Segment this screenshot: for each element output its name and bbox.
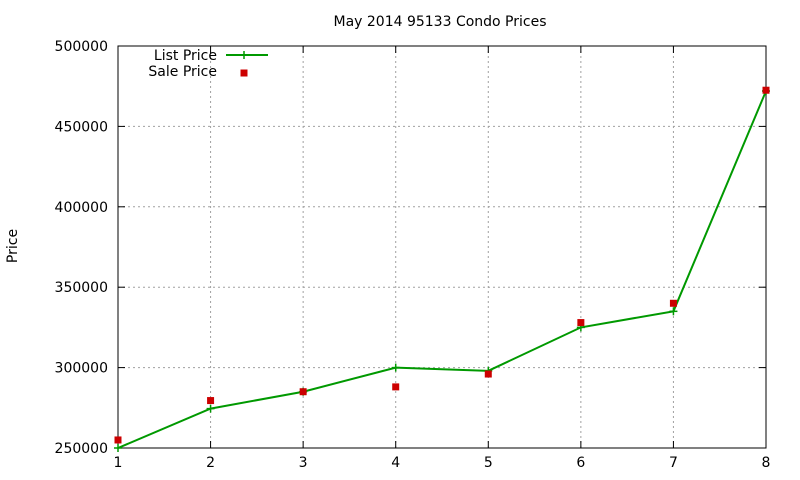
chart-title: May 2014 95133 Condo Prices [333,14,546,30]
y-tick-label: 300000 [55,361,108,377]
plot-series [114,86,770,452]
series-2-point [762,86,770,94]
x-tick-label: 5 [484,455,493,471]
legend-marker [240,51,248,59]
series-1-point [114,444,122,452]
series-2-point [669,299,677,307]
x-tick-label: 2 [206,455,215,471]
x-tick-label: 6 [576,455,585,471]
series-2-point [577,319,585,327]
series-2-point [484,370,492,378]
y-tick-label: 500000 [55,39,108,55]
y-tick-label: 250000 [55,441,108,457]
legend-entry: List Price [154,48,268,64]
plot-frame [117,45,767,449]
x-tick-label: 8 [762,455,771,471]
series-1-line [117,90,767,449]
y-tick-label: 350000 [55,280,108,296]
grid [118,46,766,448]
y-tick-label: 400000 [55,200,108,216]
x-tick-label: 4 [391,455,400,471]
x-tick-label: 3 [299,455,308,471]
y-axis-label: Price [5,229,21,263]
legend-entry: Sale Price [148,64,248,80]
x-tick-label: 1 [114,455,123,471]
legend-label: List Price [154,48,217,64]
series-2-point [392,383,400,391]
series-1-point [669,307,678,316]
axes: 1 2 3 4 5 6 7 8 250000 300000 350000 400000 450000 50… [55,39,771,471]
series-2-point [207,397,215,405]
series-2 [114,86,770,444]
series-1-point [391,363,400,372]
legend-marker [240,69,248,77]
legend-label: Sale Price [148,64,217,80]
series-2-point [114,436,122,444]
series-2-point [299,388,307,396]
series-1-point [206,404,215,413]
y-tick-label: 450000 [55,119,108,135]
x-tick-label: 7 [669,455,678,471]
